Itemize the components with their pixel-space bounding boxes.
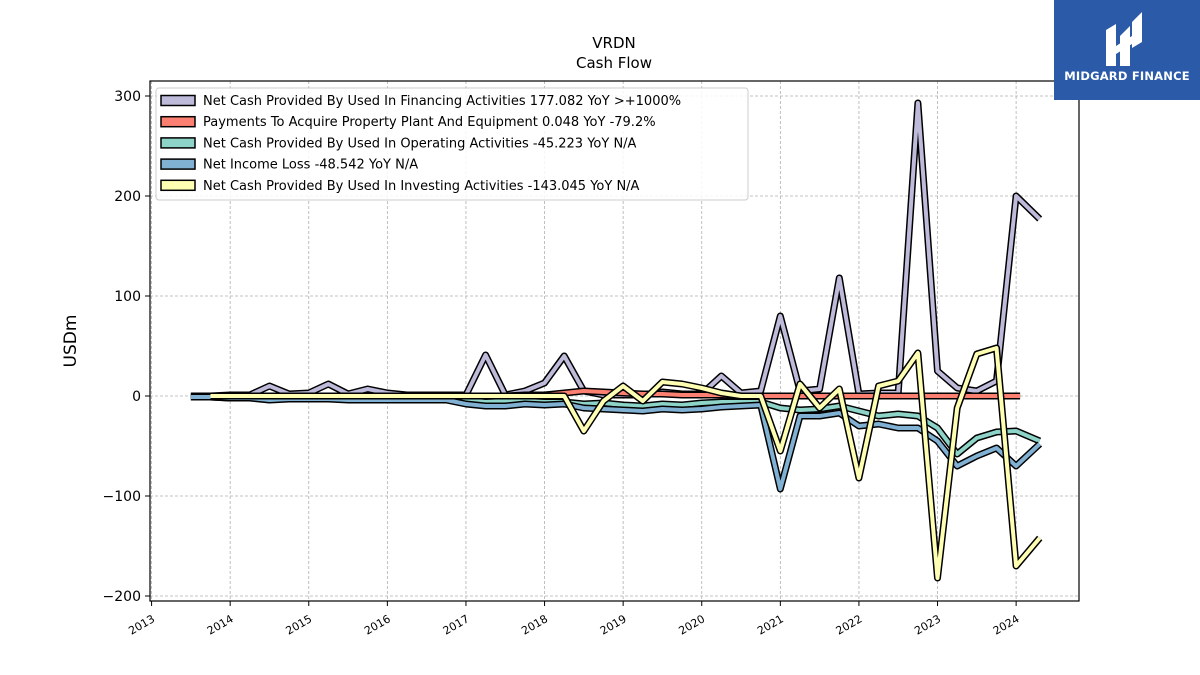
- x-tick-label: 2018: [519, 612, 550, 637]
- y-tick-label: 0: [132, 389, 141, 405]
- chart-title: VRDN: [592, 34, 635, 52]
- y-tick-label: −200: [103, 589, 141, 605]
- x-tick-label: 2021: [755, 612, 786, 637]
- legend-label: Payments To Acquire Property Plant And E…: [203, 115, 656, 130]
- brand-name: MIDGARD FINANCE: [1064, 69, 1190, 83]
- series-stroke: [210, 346, 1042, 580]
- x-tick-label: 2019: [598, 612, 629, 637]
- x-tick-label: 2017: [441, 612, 472, 637]
- x-axis: 2013 2014 2015 2016 2017 2018 2019 2020 2021 2022…: [126, 601, 1022, 638]
- legend-entry: Net Cash Provided By Used In Financing A…: [160, 94, 681, 109]
- legend-entry: Net Income Loss -48.542 YoY N/A: [160, 158, 418, 173]
- series-stroke: [190, 395, 1042, 491]
- plot-series: [190, 99, 1043, 582]
- legend-entry: Net Cash Provided By Used In Investing A…: [160, 179, 640, 194]
- legend-swatch: [160, 137, 196, 149]
- legend-label: Net Income Loss -48.542 YoY N/A: [203, 158, 418, 173]
- legend-swatch: [160, 179, 196, 192]
- midgard-logo-icon: [1106, 12, 1142, 66]
- brand-logo: MIDGARD FINANCE: [1054, 0, 1200, 100]
- plot-frame: [149, 80, 1080, 602]
- x-tick-label: 2014: [205, 612, 236, 637]
- x-tick-label: 2024: [991, 612, 1022, 637]
- series-outline: [210, 344, 1043, 582]
- legend-label: Net Cash Provided By Used In Investing A…: [203, 179, 640, 194]
- x-tick-label: 2022: [834, 612, 865, 637]
- chart-subtitle: Cash Flow: [576, 54, 652, 72]
- legend-label: Net Cash Provided By Used In Operating A…: [203, 136, 637, 151]
- legend-label: Net Cash Provided By Used In Financing A…: [203, 94, 681, 109]
- y-tick-label: 300: [114, 89, 141, 105]
- y-axis-label: USDm: [61, 315, 81, 368]
- x-tick-label: 2023: [912, 612, 943, 637]
- y-tick-label: 100: [114, 289, 141, 305]
- x-tick-label: 2016: [362, 612, 393, 637]
- legend-box: [155, 87, 749, 201]
- y-axis: −200 −100 0 100 200 300: [103, 89, 150, 605]
- legend: Net Cash Provided By Used In Financing A…: [155, 87, 749, 201]
- legend-entry: Net Cash Provided By Used In Operating A…: [160, 136, 637, 151]
- x-tick-label: 2015: [284, 612, 315, 637]
- y-tick-label: −100: [103, 489, 141, 505]
- legend-swatch: [160, 115, 196, 128]
- legend-swatch: [160, 94, 196, 107]
- x-tick-label: 2013: [126, 612, 157, 637]
- y-tick-label: 200: [114, 189, 141, 205]
- legend-entry: Payments To Acquire Property Plant And E…: [160, 115, 656, 130]
- series-line-3: [190, 393, 1043, 493]
- x-tick-label: 2020: [676, 612, 707, 637]
- legend-swatch: [160, 158, 196, 170]
- series-line-4: [210, 344, 1043, 582]
